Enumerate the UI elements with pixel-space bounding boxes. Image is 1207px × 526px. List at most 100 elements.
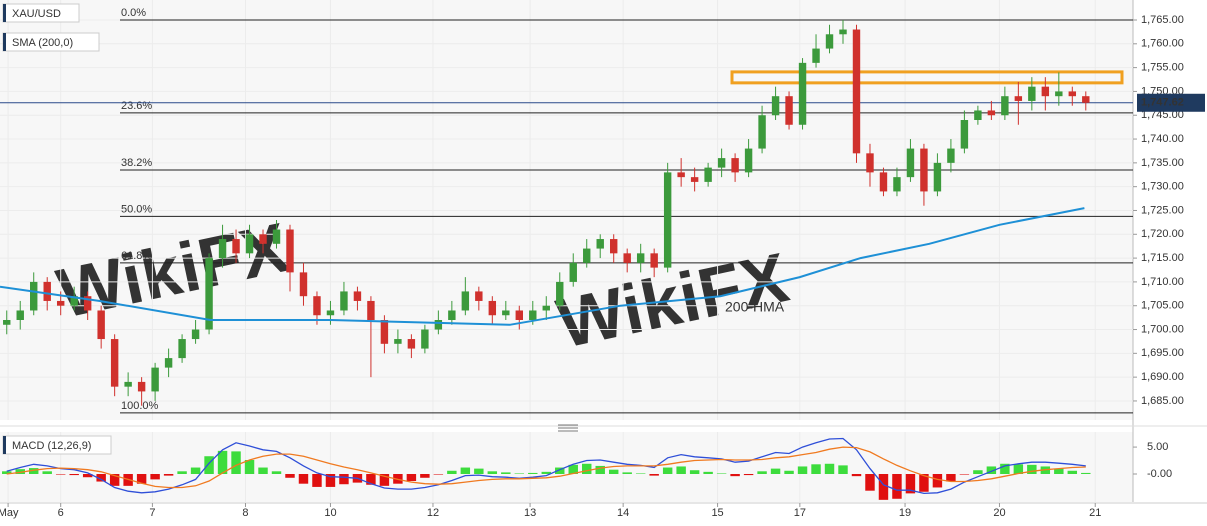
histogram-bar bbox=[514, 473, 525, 474]
x-tick-label: 10 bbox=[324, 507, 336, 519]
histogram-bar bbox=[447, 470, 457, 474]
candle-body bbox=[1028, 86, 1036, 101]
candle-body bbox=[353, 291, 362, 301]
histogram-bar bbox=[190, 467, 201, 474]
candle-body bbox=[609, 239, 618, 254]
candle-body bbox=[1014, 96, 1023, 101]
candle-body bbox=[272, 229, 281, 244]
candle-body bbox=[569, 262, 577, 282]
y-tick-label: 1,685.00 bbox=[1141, 395, 1184, 407]
histogram-bar bbox=[474, 468, 484, 474]
histogram-bar bbox=[28, 468, 39, 474]
y-tick-label: 1,755.00 bbox=[1141, 62, 1184, 74]
x-tick-label: 13 bbox=[524, 507, 536, 519]
y-tick-label: 1,735.00 bbox=[1141, 157, 1184, 169]
candle-body bbox=[812, 48, 820, 63]
candle-body bbox=[205, 258, 213, 330]
candle-body bbox=[677, 172, 685, 178]
y-tick-label: -0.00 bbox=[1147, 468, 1172, 480]
macd-mark bbox=[3, 436, 6, 454]
splitter-handle bbox=[558, 424, 578, 432]
histogram-bar bbox=[662, 467, 673, 474]
candle-body bbox=[340, 291, 348, 311]
candle-body bbox=[515, 310, 524, 320]
y-tick-label: 1,720.00 bbox=[1141, 228, 1184, 240]
candle-body bbox=[1082, 96, 1090, 103]
y-tick-label: 1,730.00 bbox=[1141, 181, 1184, 193]
candle-body bbox=[650, 253, 658, 268]
histogram-bar bbox=[784, 470, 794, 474]
candle-body bbox=[542, 305, 550, 311]
histogram-bar bbox=[339, 474, 349, 485]
fib-label: 0.0% bbox=[121, 7, 146, 19]
candle-body bbox=[825, 34, 834, 49]
candle-body bbox=[30, 281, 38, 311]
histogram-bar bbox=[2, 471, 12, 474]
histogram-bar bbox=[582, 463, 592, 474]
candle-body bbox=[43, 281, 51, 301]
x-tick-label: 15 bbox=[711, 507, 723, 519]
x-tick-label: 20 bbox=[993, 507, 1005, 519]
histogram-bar bbox=[325, 474, 336, 487]
histogram-bar bbox=[136, 474, 147, 484]
candle-body bbox=[663, 172, 672, 268]
candle-body bbox=[245, 234, 254, 254]
candle-body bbox=[704, 167, 712, 182]
candle-body bbox=[529, 310, 537, 320]
candle-body bbox=[151, 367, 159, 392]
y-tick-label: 1,710.00 bbox=[1141, 276, 1184, 288]
candle-body bbox=[137, 381, 146, 392]
candle-body bbox=[583, 248, 591, 263]
histogram-bar bbox=[905, 474, 916, 494]
histogram-bar bbox=[973, 470, 983, 474]
candle-body bbox=[434, 320, 443, 330]
histogram-bar bbox=[69, 474, 79, 476]
macd-line bbox=[6, 446, 1086, 489]
candle-body bbox=[232, 239, 240, 254]
candle-body bbox=[879, 172, 888, 192]
candle-body bbox=[906, 148, 915, 178]
histogram-bar bbox=[217, 450, 228, 474]
y-tick-label: 1,765.00 bbox=[1141, 14, 1184, 26]
candle-body bbox=[947, 148, 955, 163]
candle-body bbox=[83, 296, 92, 311]
candle-body bbox=[259, 234, 267, 244]
x-tick-label: 8 bbox=[242, 507, 248, 519]
x-tick-label: 21 bbox=[1089, 507, 1101, 519]
histogram-bar bbox=[635, 473, 646, 474]
candle-body bbox=[178, 339, 186, 359]
last-price-label: 1,747.62 bbox=[1141, 97, 1184, 109]
candle-body bbox=[1055, 91, 1063, 97]
candle-body bbox=[380, 320, 389, 344]
histogram-bar bbox=[676, 466, 686, 474]
y-tick-label: 1,695.00 bbox=[1141, 347, 1184, 359]
sma-mark bbox=[3, 33, 6, 51]
candle-body bbox=[785, 96, 793, 125]
candle-body bbox=[124, 381, 132, 387]
histogram-bar bbox=[163, 474, 174, 476]
histogram-bar bbox=[298, 474, 309, 484]
histogram-bar bbox=[541, 471, 551, 474]
histogram-bar bbox=[312, 474, 322, 487]
y-tick-label: 1,705.00 bbox=[1141, 300, 1184, 312]
histogram-bar bbox=[366, 474, 376, 485]
histogram-bar bbox=[770, 468, 781, 474]
histogram-bar bbox=[42, 471, 52, 474]
symbol-mark bbox=[3, 4, 6, 22]
y-tick-label: 1,700.00 bbox=[1141, 323, 1184, 335]
candle-body bbox=[933, 162, 942, 192]
candle-body bbox=[3, 320, 11, 325]
candle-body bbox=[1001, 96, 1009, 116]
y-tick-label: 1,690.00 bbox=[1141, 371, 1184, 383]
candle-body bbox=[502, 310, 510, 316]
candle-body bbox=[367, 300, 375, 320]
histogram-bar bbox=[1054, 468, 1064, 474]
last-price-box bbox=[1137, 93, 1205, 112]
candle-body bbox=[623, 253, 631, 263]
candle-body bbox=[299, 272, 308, 297]
candle-body bbox=[164, 358, 173, 368]
histogram-bar bbox=[487, 471, 498, 474]
fib-label: 100.0% bbox=[121, 400, 159, 412]
y-tick-label: 1,745.00 bbox=[1141, 109, 1184, 121]
histogram-bar bbox=[555, 467, 565, 474]
